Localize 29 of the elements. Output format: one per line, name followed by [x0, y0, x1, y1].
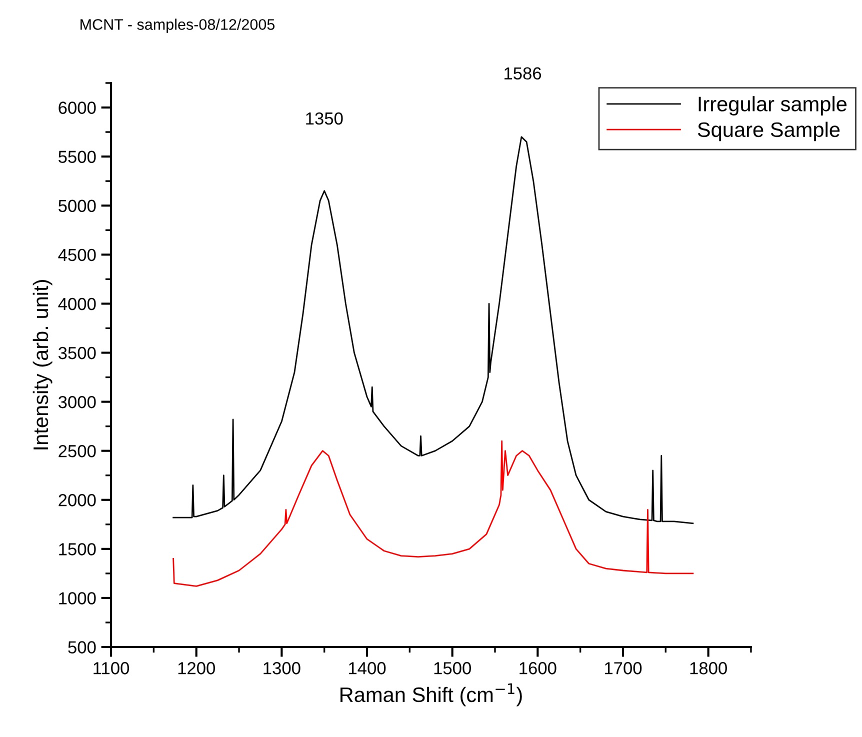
y-tick-label: 5000 [58, 200, 96, 212]
text: 1586 [504, 67, 542, 80]
x-tick-label: 1300 [264, 662, 300, 674]
y-tick-label: 3500 [58, 346, 96, 360]
y-tick-label: 1500 [59, 543, 96, 556]
y-axis-title: Intensity (arb. unit) [32, 280, 52, 450]
y-tick-label: 4500 [58, 248, 96, 262]
y-tick-label: 1000 [59, 592, 96, 604]
y-tick-label: 4000 [58, 298, 96, 310]
x-tick-label: 1700 [605, 662, 642, 674]
y-tick-label: 500 [68, 641, 96, 654]
x-tick-label: 1500 [434, 662, 471, 674]
x-tick-label: 1100 [94, 662, 130, 674]
x-tick-label: 1400 [349, 662, 386, 674]
line-series [172, 440, 694, 587]
y-tick-label: 2500 [58, 444, 96, 458]
y-tick-label: 6000 [58, 102, 96, 114]
x-tick-label: 1800 [690, 662, 727, 674]
annotation: 1350 [306, 112, 343, 125]
legend-label: Square Sample [698, 122, 840, 142]
x-tick-label: 1200 [178, 662, 215, 674]
x-axis-title: Raman Shift (cm$^{−1}$) [340, 683, 522, 706]
line-series [172, 136, 694, 524]
y-tick-label: 3000 [58, 396, 96, 408]
y-tick-label: 5500 [58, 150, 96, 164]
x-tick-label: 1600 [520, 662, 556, 674]
y-tick-label: 2000 [58, 494, 96, 506]
chart-title: MCNT - samples-08/12/2005 [80, 18, 275, 33]
legend-label: Irregular sample [698, 96, 846, 116]
